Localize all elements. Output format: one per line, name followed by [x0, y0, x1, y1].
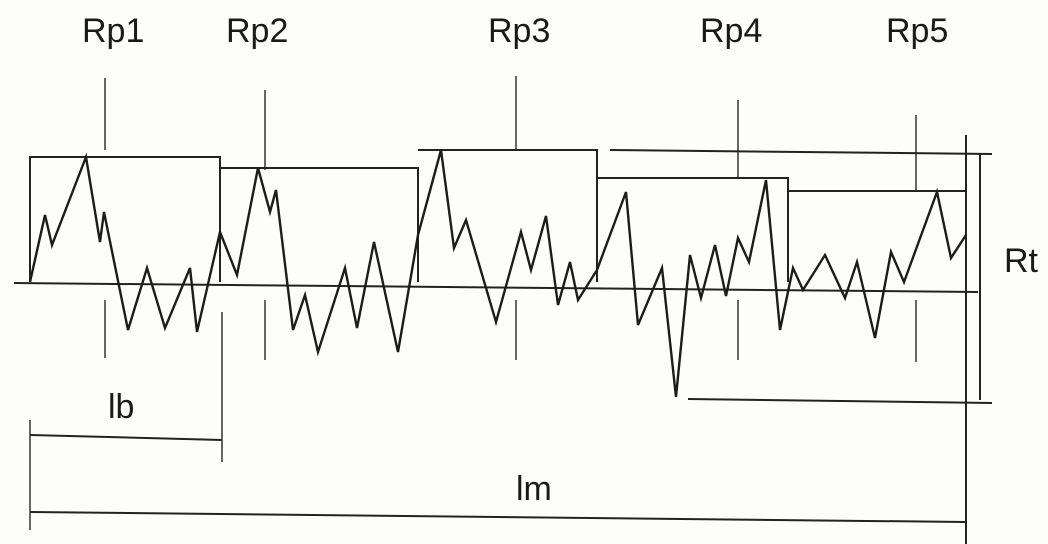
label-rp5: Rp5 [886, 12, 948, 50]
mean-line [13, 282, 979, 293]
label-lm: lm [516, 470, 552, 508]
label-rp2: Rp2 [226, 12, 288, 50]
label-rp3: Rp3 [488, 12, 550, 50]
roughness-profile [28, 149, 968, 398]
label-rp1: Rp1 [82, 12, 144, 50]
label-rp4: Rp4 [700, 12, 762, 50]
lb-dimension-line [29, 434, 223, 441]
rt-top-line [609, 149, 993, 155]
peak-box-1 [29, 156, 221, 282]
label-lb: lb [108, 388, 134, 426]
lm-dimension-line [29, 511, 967, 523]
peak-box-3 [418, 149, 598, 282]
peak-box-2 [220, 167, 419, 282]
label-rt: Rt [1004, 242, 1039, 280]
rt-bottom-line [687, 398, 993, 404]
peak-box-4 [597, 177, 789, 282]
